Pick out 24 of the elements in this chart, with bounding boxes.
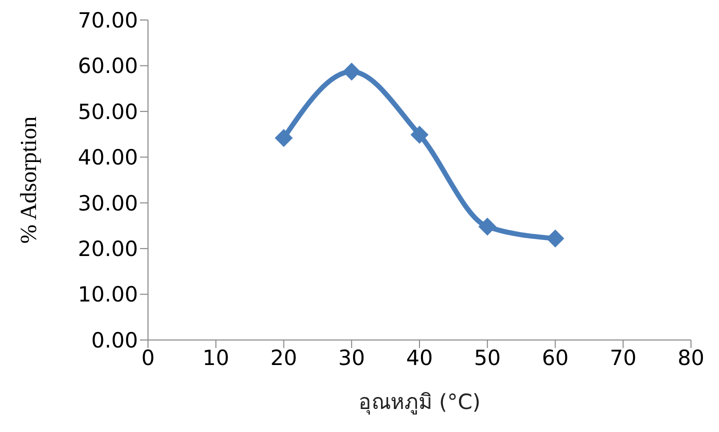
- y-tick-label: 0.00: [91, 328, 138, 352]
- y-tick-label: 10.00: [78, 282, 138, 307]
- x-axis-title: อุณหภูมิ (°C): [358, 390, 481, 415]
- y-tick-label: 70.00: [78, 8, 138, 32]
- y-tick-label: 40.00: [78, 146, 138, 170]
- x-tick-label: 80: [678, 346, 704, 370]
- y-tick-label: 30.00: [78, 191, 138, 216]
- point: [478, 218, 496, 236]
- x-tick-label: 0: [141, 346, 155, 370]
- x-tick-label: 30: [338, 346, 365, 370]
- x-tick-label: 40: [406, 346, 433, 370]
- y-tick-label: 20.00: [78, 237, 138, 262]
- x-tick-label: 70: [610, 346, 636, 370]
- y-tick-label: 60.00: [78, 54, 138, 78]
- x-tick-label: 50: [474, 346, 501, 370]
- x-tick-label: 60: [542, 346, 569, 370]
- point: [410, 126, 428, 144]
- y-tick-label: 50.00: [78, 100, 138, 124]
- y-axis-title: % Adsorption: [16, 116, 42, 244]
- x-tick-label: 10: [202, 346, 230, 370]
- point: [342, 62, 361, 81]
- point: [546, 230, 564, 248]
- point: [274, 128, 293, 147]
- x-tick-label: 20: [270, 346, 298, 370]
